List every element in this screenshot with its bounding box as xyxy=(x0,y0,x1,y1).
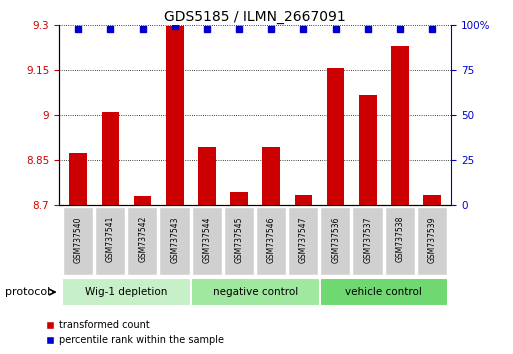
Bar xyxy=(102,112,120,205)
Text: GSM737536: GSM737536 xyxy=(331,216,340,263)
Bar xyxy=(198,147,216,205)
Bar xyxy=(263,147,280,205)
FancyBboxPatch shape xyxy=(127,207,157,275)
Bar xyxy=(166,26,184,205)
Bar xyxy=(69,153,87,205)
Text: negative control: negative control xyxy=(212,287,298,297)
FancyBboxPatch shape xyxy=(320,278,448,306)
Text: GSM737541: GSM737541 xyxy=(106,216,115,263)
FancyBboxPatch shape xyxy=(95,207,125,275)
Bar xyxy=(230,192,248,205)
Text: GSM737540: GSM737540 xyxy=(74,216,83,263)
FancyBboxPatch shape xyxy=(256,207,286,275)
FancyBboxPatch shape xyxy=(352,207,383,275)
Bar xyxy=(294,195,312,205)
FancyBboxPatch shape xyxy=(385,207,415,275)
Text: vehicle control: vehicle control xyxy=(345,287,422,297)
Bar xyxy=(391,46,409,205)
FancyBboxPatch shape xyxy=(160,207,190,275)
Bar xyxy=(359,96,377,205)
Text: GSM737543: GSM737543 xyxy=(170,216,180,263)
FancyBboxPatch shape xyxy=(62,278,191,306)
FancyBboxPatch shape xyxy=(288,207,318,275)
FancyBboxPatch shape xyxy=(417,207,447,275)
Bar xyxy=(134,196,151,205)
Text: protocol: protocol xyxy=(5,287,50,297)
Text: GSM737539: GSM737539 xyxy=(428,216,437,263)
Text: GSM737538: GSM737538 xyxy=(396,216,404,263)
FancyBboxPatch shape xyxy=(320,207,350,275)
Text: GSM737542: GSM737542 xyxy=(138,216,147,263)
Text: GSM737546: GSM737546 xyxy=(267,216,276,263)
FancyBboxPatch shape xyxy=(224,207,254,275)
Bar xyxy=(327,68,345,205)
Text: GSM737547: GSM737547 xyxy=(299,216,308,263)
FancyBboxPatch shape xyxy=(191,278,320,306)
FancyBboxPatch shape xyxy=(63,207,93,275)
Text: GSM737544: GSM737544 xyxy=(203,216,211,263)
FancyBboxPatch shape xyxy=(191,207,222,275)
Text: Wig-1 depletion: Wig-1 depletion xyxy=(85,287,168,297)
Bar xyxy=(423,195,441,205)
Title: GDS5185 / ILMN_2667091: GDS5185 / ILMN_2667091 xyxy=(164,10,346,24)
Text: GSM737537: GSM737537 xyxy=(363,216,372,263)
Text: GSM737545: GSM737545 xyxy=(234,216,244,263)
Legend: transformed count, percentile rank within the sample: transformed count, percentile rank withi… xyxy=(41,316,228,349)
